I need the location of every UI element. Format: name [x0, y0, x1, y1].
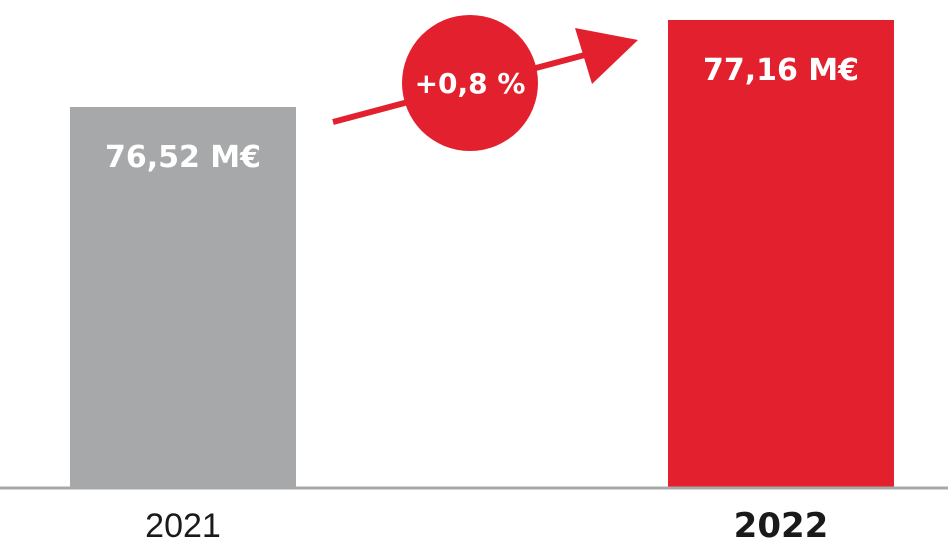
change-badge: [402, 15, 538, 151]
change-badge-text: +0,8 %: [415, 67, 526, 100]
trend-arrow-head-icon: [575, 28, 638, 84]
bar-2022: [668, 20, 894, 488]
bars-layer: [70, 20, 894, 488]
data-label-2021: 76,52 M€: [105, 140, 261, 175]
data-label-2022: 77,16 M€: [703, 53, 859, 88]
category-label-2022: 2022: [734, 506, 829, 546]
bar-2021: [70, 107, 296, 488]
labels-layer: 76,52 M€ 2021 77,16 M€ 2022: [105, 53, 859, 546]
change-annotation: +0,8 %: [332, 15, 638, 151]
category-label-2021: 2021: [145, 507, 221, 545]
